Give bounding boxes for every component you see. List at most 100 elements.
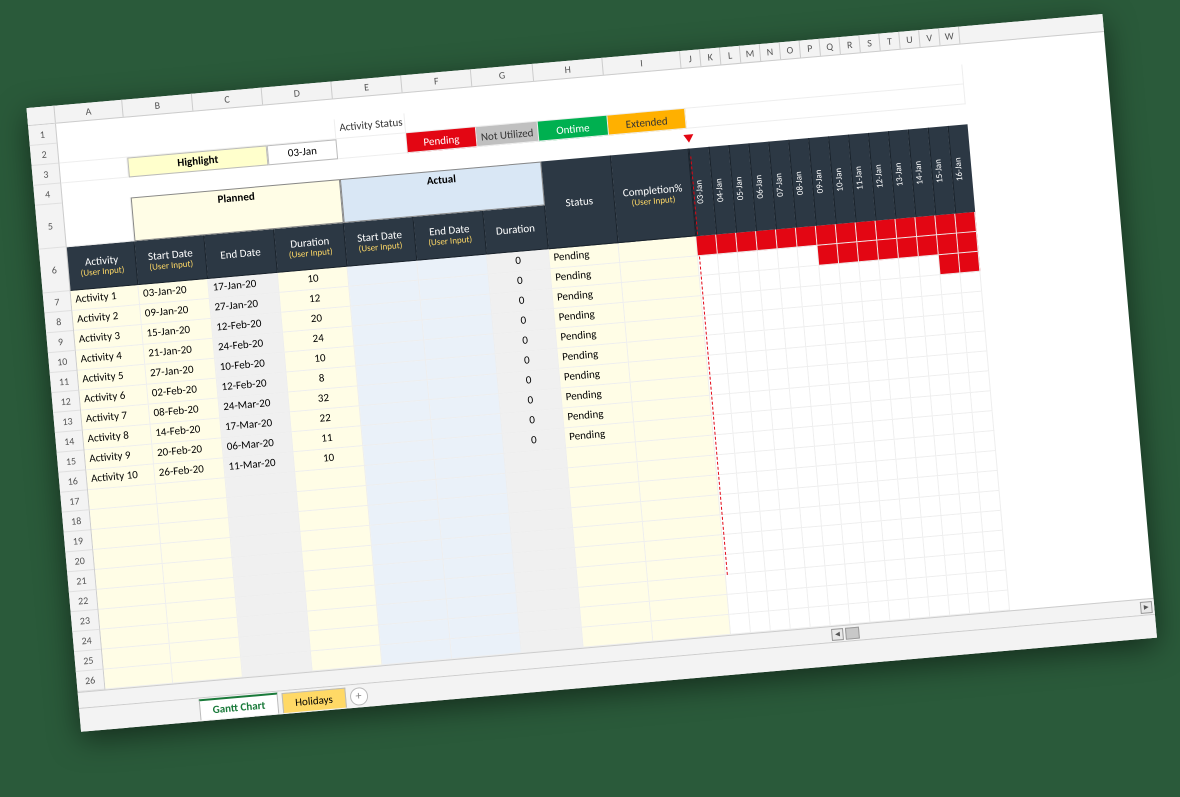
row-header-19[interactable]: 19 — [64, 530, 93, 552]
gantt-cell — [798, 246, 820, 268]
row-header-21[interactable]: 21 — [67, 570, 96, 592]
row-header-8[interactable]: 8 — [44, 311, 73, 333]
row-header-24[interactable]: 24 — [72, 630, 101, 652]
gantt-cell — [879, 259, 901, 281]
gantt-cell — [861, 280, 883, 302]
gantt-cell — [908, 357, 930, 379]
gantt-cell — [778, 248, 800, 270]
header-actual-start: Start Date(User Input) — [344, 217, 418, 267]
gantt-cell — [915, 215, 937, 237]
gantt-cell — [826, 344, 848, 366]
row-header-17[interactable]: 17 — [60, 490, 89, 512]
row-header-23[interactable]: 23 — [71, 610, 100, 632]
scroll-thumb[interactable] — [845, 627, 860, 640]
gantt-cell — [839, 262, 861, 284]
gantt-cell — [884, 318, 906, 340]
col-header-W[interactable]: W — [939, 27, 960, 46]
col-header-T[interactable]: T — [879, 32, 900, 51]
row-header-13[interactable]: 13 — [53, 411, 82, 433]
gantt-cell — [779, 267, 801, 289]
today-marker-icon — [683, 134, 694, 143]
row-header-14[interactable]: 14 — [55, 431, 84, 453]
col-header-V[interactable]: V — [919, 28, 940, 47]
gantt-cell — [810, 385, 832, 407]
row-header-3[interactable]: 3 — [32, 164, 61, 186]
gantt-cell — [889, 378, 911, 400]
gantt-cell — [761, 289, 783, 311]
gantt-cell — [828, 364, 850, 386]
gantt-cell — [796, 226, 818, 248]
gantt-cell — [716, 233, 738, 255]
gantt-cell — [924, 315, 946, 337]
gantt-cell — [928, 355, 950, 377]
gantt-cell — [750, 390, 772, 412]
gantt-cell — [730, 392, 752, 414]
gantt-cell — [850, 382, 872, 404]
add-sheet-button[interactable]: + — [349, 686, 369, 706]
row-header-4[interactable]: 4 — [33, 184, 62, 206]
row-header-20[interactable]: 20 — [65, 550, 94, 572]
gantt-cell — [843, 302, 865, 324]
tab-holidays[interactable]: Holidays — [281, 687, 346, 712]
col-header-R[interactable]: R — [839, 35, 860, 54]
col-header-M[interactable]: M — [740, 44, 761, 63]
gantt-cell — [909, 377, 931, 399]
gantt-cell — [788, 367, 810, 389]
gantt-cell — [821, 284, 843, 306]
gantt-cell — [772, 409, 794, 431]
col-header-S[interactable]: S — [859, 34, 880, 53]
row-header-16[interactable]: 16 — [58, 470, 87, 492]
row-header-9[interactable]: 9 — [46, 331, 75, 353]
gantt-cell — [948, 353, 970, 375]
row-header-15[interactable]: 15 — [57, 451, 86, 473]
col-header-P[interactable]: P — [800, 39, 821, 58]
gantt-cell — [904, 317, 926, 339]
gantt-cell — [736, 231, 758, 253]
gantt-cell — [871, 400, 893, 422]
row-header-2[interactable]: 2 — [30, 144, 59, 166]
gantt-cell — [921, 275, 943, 297]
cells-area[interactable]: Activity Status Highlight03-JanPendingNo… — [56, 32, 1154, 690]
gantt-cell — [848, 362, 870, 384]
row-header-7[interactable]: 7 — [43, 291, 72, 313]
col-header-Q[interactable]: Q — [819, 37, 840, 56]
row-header-6[interactable]: 6 — [39, 247, 70, 293]
row-header-1[interactable]: 1 — [28, 124, 57, 146]
col-header-K[interactable]: K — [700, 48, 721, 67]
gantt-cell — [888, 358, 910, 380]
col-header-U[interactable]: U — [899, 30, 920, 49]
scroll-left-icon[interactable]: ◄ — [831, 628, 844, 641]
gantt-cell — [955, 212, 977, 234]
gantt-cell — [844, 322, 866, 344]
row-header-10[interactable]: 10 — [48, 351, 77, 373]
gantt-cell — [783, 307, 805, 329]
gantt-cell — [732, 412, 754, 434]
scroll-right-icon[interactable]: ► — [1140, 601, 1153, 614]
col-header-O[interactable]: O — [780, 41, 801, 60]
gantt-cell — [931, 395, 953, 417]
header-planned-end: End Date — [204, 229, 278, 279]
row-header-18[interactable]: 18 — [62, 510, 91, 532]
gantt-cell — [967, 351, 989, 373]
header-planned-start: Start Date(User Input) — [135, 235, 209, 285]
gantt-cell — [756, 229, 778, 251]
gantt-cell — [745, 331, 767, 353]
gantt-cell — [727, 352, 749, 374]
col-header-J[interactable]: J — [680, 49, 701, 68]
gantt-cell — [899, 257, 921, 279]
row-header-26[interactable]: 26 — [76, 670, 105, 692]
col-header-L[interactable]: L — [720, 46, 741, 65]
gantt-cell — [886, 338, 908, 360]
col-header-N[interactable]: N — [760, 42, 781, 61]
row-header-5[interactable]: 5 — [35, 203, 66, 249]
gantt-cell — [718, 253, 740, 275]
select-all-corner[interactable] — [27, 106, 56, 125]
row-header-11[interactable]: 11 — [50, 371, 79, 393]
tab-gantt-chart[interactable]: Gantt Chart — [199, 693, 279, 721]
row-header-22[interactable]: 22 — [69, 590, 98, 612]
row-header-25[interactable]: 25 — [74, 650, 103, 672]
gantt-cell — [857, 241, 879, 263]
gantt-cell — [911, 396, 933, 418]
row-header-12[interactable]: 12 — [51, 391, 80, 413]
gantt-cell — [969, 371, 991, 393]
